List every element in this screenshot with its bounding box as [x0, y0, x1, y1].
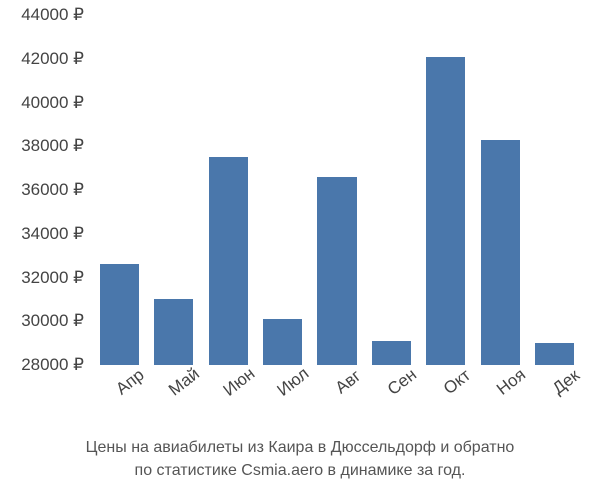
- y-tick-label: 42000 ₽: [21, 49, 84, 69]
- y-tick-label: 34000 ₽: [21, 224, 84, 244]
- caption-line-1: Цены на авиабилеты из Каира в Дюссельдор…: [0, 437, 600, 459]
- y-tick-label: 38000 ₽: [21, 136, 84, 156]
- x-axis: АпрМайИюнИюлАвгСенОктНояДек: [92, 368, 582, 428]
- bar-slot: [92, 15, 146, 365]
- plot-area: [92, 15, 582, 365]
- bar: [317, 177, 356, 365]
- bars-group: [92, 15, 582, 365]
- bar-slot: [201, 15, 255, 365]
- chart-caption: Цены на авиабилеты из Каира в Дюссельдор…: [0, 437, 600, 482]
- bar-slot: [528, 15, 582, 365]
- y-tick-label: 32000 ₽: [21, 268, 84, 288]
- y-tick-label: 28000 ₽: [21, 355, 84, 375]
- y-tick-label: 36000 ₽: [21, 180, 84, 200]
- bar-slot: [419, 15, 473, 365]
- y-tick-label: 30000 ₽: [21, 311, 84, 331]
- y-axis: 28000 ₽30000 ₽32000 ₽34000 ₽36000 ₽38000…: [0, 15, 88, 365]
- bar-slot: [364, 15, 418, 365]
- bar: [209, 157, 248, 365]
- bar-slot: [255, 15, 309, 365]
- caption-line-2: по статистике Csmia.aero в динамике за г…: [0, 460, 600, 482]
- bar-slot: [310, 15, 364, 365]
- bar: [426, 57, 465, 365]
- y-tick-label: 40000 ₽: [21, 93, 84, 113]
- bar-slot: [473, 15, 527, 365]
- y-tick-label: 44000 ₽: [21, 5, 84, 25]
- bar-slot: [146, 15, 200, 365]
- bar: [100, 264, 139, 365]
- bar: [481, 140, 520, 365]
- bar: [154, 299, 193, 365]
- price-chart: 28000 ₽ 30000 ₽ 32000 ₽ 34000 ₽ 36000 ₽ 38000…: [0, 0, 600, 500]
